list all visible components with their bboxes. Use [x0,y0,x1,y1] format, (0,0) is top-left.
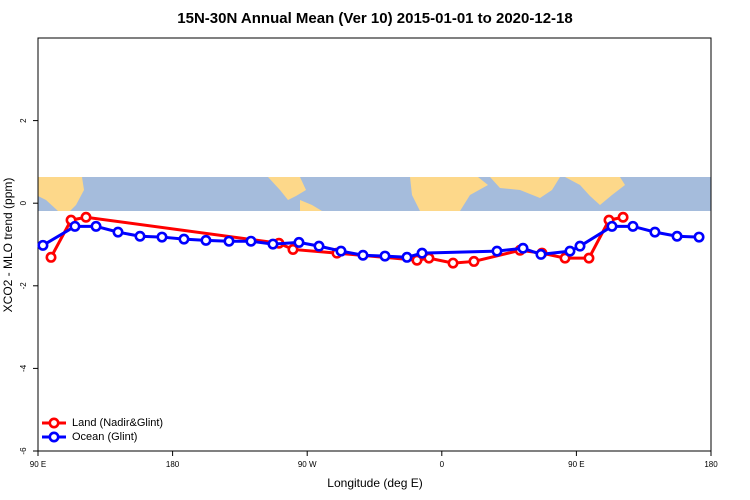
y-tick-label: -4 [19,364,28,372]
data-point [401,251,413,263]
legend-label: Land (Nadir&Glint) [72,417,163,429]
x-tick-label: 0 [440,460,445,469]
data-point [245,235,257,247]
legend-marker [48,417,60,429]
legend-label: Ocean (Glint) [72,431,137,443]
data-point [90,220,102,232]
map-background [38,177,711,211]
data-point [517,242,529,254]
data-point [223,235,235,247]
data-point [491,245,503,257]
data-point [156,231,168,243]
data-point [134,230,146,242]
data-point [45,251,57,263]
data-point [287,243,299,255]
data-point [649,226,661,238]
x-tick-label: 180 [704,460,718,469]
data-point [37,239,49,251]
data-point [671,230,683,242]
y-tick-label: 0 [19,200,28,205]
data-point [293,236,305,248]
y-tick-label: -6 [19,447,28,455]
data-point [627,220,639,232]
data-point [535,248,547,260]
plot-frame [37,37,712,452]
data-point [178,233,190,245]
data-point [559,252,571,264]
data-point [447,257,459,269]
x-tick-label: 90 E [30,460,46,469]
data-point [112,226,124,238]
data-point [80,211,92,223]
series-line [42,224,700,259]
x-axis-label: Longitude (deg E) [327,476,422,490]
y-tick-label: -2 [19,282,28,290]
data-point [313,240,325,252]
x-tick-label: 90 W [298,460,317,469]
y-axis-label: XCO2 - MLO trend (ppm) [1,178,15,313]
data-point [69,220,81,232]
x-tick-label: 90 E [568,460,584,469]
data-point [693,231,705,243]
data-point [267,238,279,250]
legend-marker [48,431,60,443]
chart-title: 15N-30N Annual Mean (Ver 10) 2015-01-01 … [177,10,572,27]
data-point [335,245,347,257]
data-point [617,211,629,223]
data-point [379,250,391,262]
data-point [564,245,576,257]
data-point [574,240,586,252]
series-line [49,215,624,265]
data-point [200,234,212,246]
data-point [416,247,428,259]
data-point [583,252,595,264]
x-tick-label: 180 [166,460,180,469]
y-tick-label: 2 [19,118,28,123]
data-point [357,249,369,261]
data-point [468,255,480,267]
data-point [606,220,618,232]
